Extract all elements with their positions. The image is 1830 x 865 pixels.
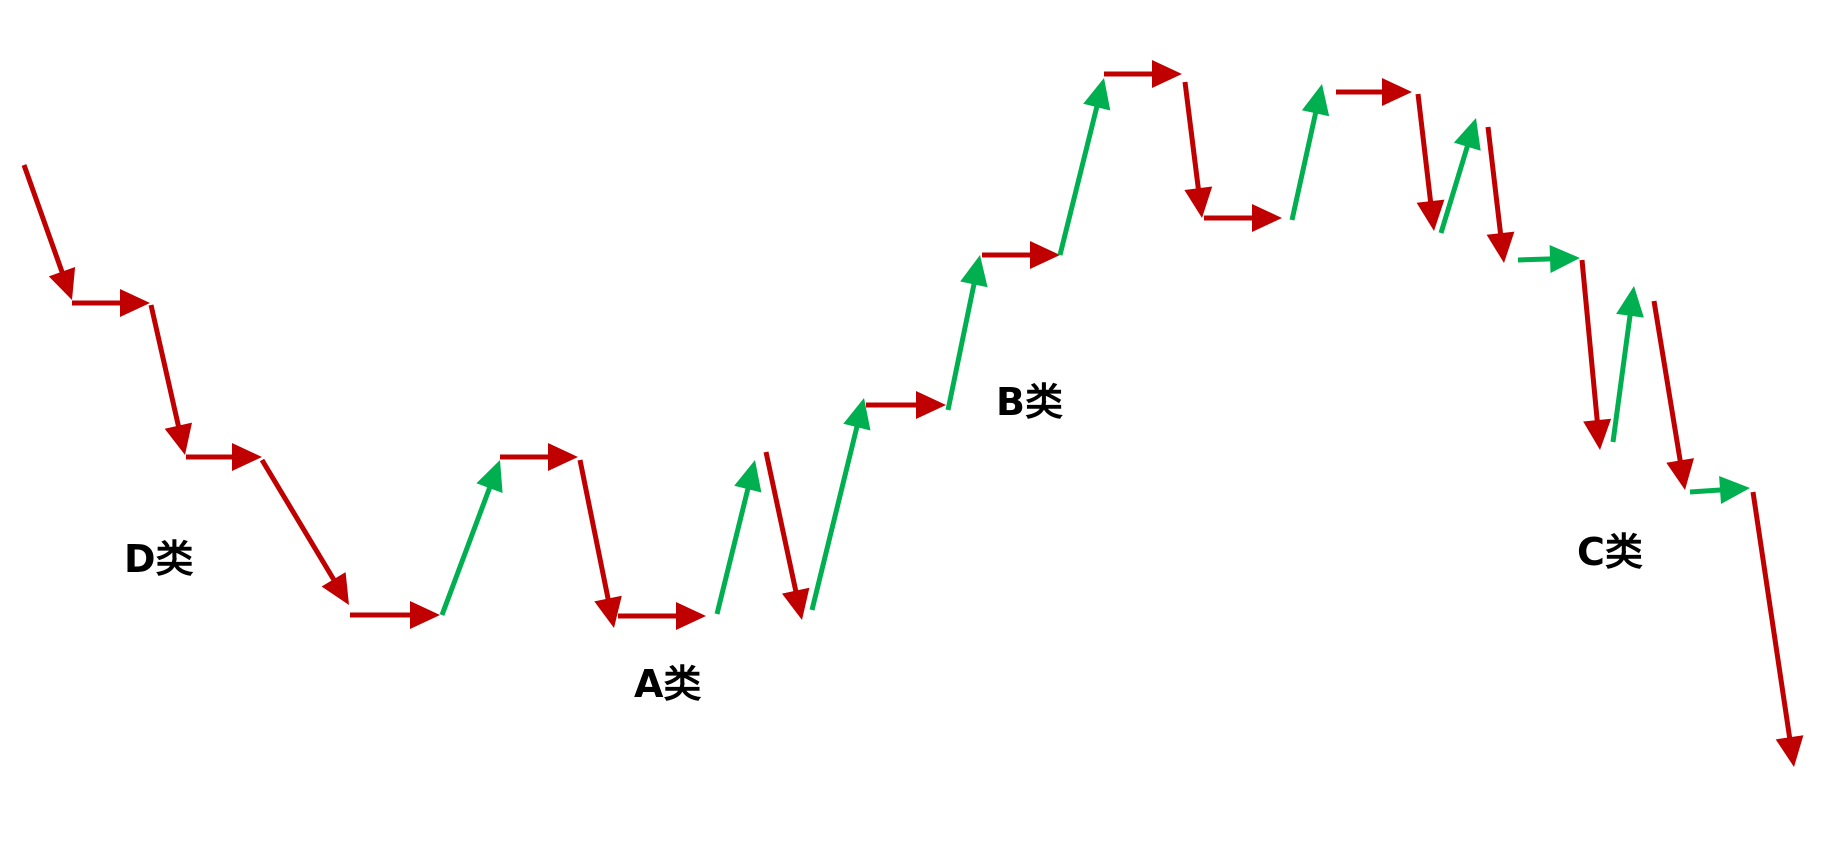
arrow-shaft-5 bbox=[259, 458, 337, 583]
arrow-shaft-7 bbox=[439, 485, 493, 616]
label-class-d: D类 bbox=[124, 537, 194, 581]
arrow-head-10 bbox=[676, 602, 706, 630]
arrow-head-25 bbox=[1486, 231, 1515, 263]
arrow-down-27 bbox=[1579, 259, 1612, 450]
arrow-head-15 bbox=[960, 255, 988, 288]
arrow-head-4 bbox=[232, 443, 262, 471]
arrow-up-11 bbox=[714, 460, 762, 615]
label-class-c: C类 bbox=[1577, 530, 1643, 574]
arrow-shaft-21 bbox=[1289, 110, 1319, 221]
arrow-head-30 bbox=[1719, 476, 1750, 504]
arrow-flat-22 bbox=[1336, 78, 1412, 106]
arrow-shaft-3 bbox=[148, 304, 182, 429]
arrow-down-31 bbox=[1750, 491, 1804, 767]
arrow-head-5 bbox=[321, 572, 349, 605]
arrow-head-23 bbox=[1416, 199, 1445, 231]
arrow-shaft-30 bbox=[1689, 487, 1723, 495]
arrow-up-7 bbox=[439, 460, 503, 616]
arrow-flat-30 bbox=[1689, 476, 1750, 504]
arrow-head-20 bbox=[1252, 204, 1282, 232]
arrow-up-15 bbox=[945, 255, 988, 411]
arrow-shaft-23 bbox=[1415, 93, 1434, 204]
arrow-head-3 bbox=[164, 422, 192, 455]
arrow-flat-2 bbox=[72, 289, 150, 317]
arrow-flat-4 bbox=[186, 443, 262, 471]
arrow-head-7 bbox=[476, 460, 503, 493]
arrow-head-14 bbox=[916, 391, 946, 419]
arrow-head-31 bbox=[1775, 735, 1804, 767]
arrow-shaft-1 bbox=[21, 164, 65, 275]
arrow-up-13 bbox=[809, 398, 871, 611]
arrow-head-18 bbox=[1152, 60, 1182, 88]
arrow-down-19 bbox=[1182, 81, 1213, 218]
arrow-up-24 bbox=[1438, 118, 1481, 234]
arrow-up-28 bbox=[1610, 286, 1644, 443]
arrow-head-21 bbox=[1301, 84, 1330, 117]
arrow-shaft-9 bbox=[577, 459, 611, 602]
arrow-head-17 bbox=[1083, 78, 1111, 111]
arrow-shaft-29 bbox=[1651, 300, 1683, 463]
arrow-head-24 bbox=[1453, 118, 1481, 151]
arrow-head-2 bbox=[120, 289, 150, 317]
arrow-flat-18 bbox=[1104, 60, 1182, 88]
arrow-shaft-17 bbox=[1057, 104, 1100, 256]
arrow-head-6 bbox=[410, 601, 440, 629]
arrow-head-1 bbox=[48, 267, 76, 300]
arrow-flat-10 bbox=[618, 602, 706, 630]
arrow-head-11 bbox=[734, 460, 762, 493]
arrow-shaft-25 bbox=[1485, 126, 1504, 236]
arrow-up-17 bbox=[1057, 78, 1111, 256]
arrow-flat-8 bbox=[500, 443, 578, 471]
arrow-flat-14 bbox=[866, 391, 946, 419]
arrow-head-12 bbox=[782, 587, 810, 620]
arrow-head-28 bbox=[1616, 286, 1644, 318]
arrow-shaft-12 bbox=[763, 451, 799, 594]
arrow-head-16 bbox=[1030, 241, 1060, 269]
arrow-shaft-11 bbox=[714, 486, 751, 615]
arrow-head-8 bbox=[548, 443, 578, 471]
arrow-shaft-27 bbox=[1579, 259, 1600, 423]
arrow-down-29 bbox=[1651, 300, 1694, 490]
label-class-a: A类 bbox=[634, 662, 702, 706]
arrow-shaft-13 bbox=[809, 424, 860, 611]
arrow-up-21 bbox=[1289, 84, 1330, 221]
arrow-down-9 bbox=[577, 459, 622, 628]
arrow-head-13 bbox=[843, 398, 871, 431]
arrow-head-29 bbox=[1666, 458, 1694, 490]
arrow-shaft-19 bbox=[1182, 81, 1202, 191]
arrow-head-27 bbox=[1583, 418, 1612, 450]
arrow-layer bbox=[21, 60, 1804, 767]
arrow-flat-16 bbox=[982, 241, 1060, 269]
arrow-shaft-31 bbox=[1750, 491, 1793, 740]
arrow-down-23 bbox=[1415, 93, 1445, 231]
arrow-flat-20 bbox=[1204, 204, 1282, 232]
arrow-shaft-26 bbox=[1517, 256, 1553, 263]
arrow-shaft-15 bbox=[945, 281, 977, 411]
arrow-head-9 bbox=[594, 595, 622, 628]
arrow-down-3 bbox=[148, 304, 192, 455]
arrow-down-25 bbox=[1485, 126, 1515, 263]
arrow-down-1 bbox=[21, 164, 76, 300]
arrow-down-12 bbox=[763, 451, 810, 620]
arrow-down-5 bbox=[259, 458, 349, 605]
label-class-b: B类 bbox=[996, 380, 1063, 424]
arrow-shaft-24 bbox=[1438, 144, 1471, 234]
arrow-head-26 bbox=[1549, 245, 1580, 273]
arrow-head-19 bbox=[1184, 186, 1213, 218]
arrow-head-22 bbox=[1382, 78, 1412, 106]
arrow-shaft-28 bbox=[1610, 313, 1633, 443]
arrow-flat-6 bbox=[350, 601, 440, 629]
arrow-flat-26 bbox=[1517, 245, 1580, 273]
